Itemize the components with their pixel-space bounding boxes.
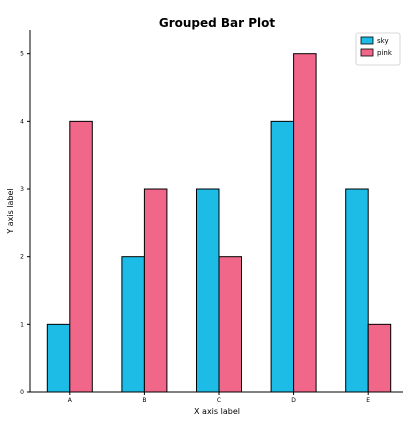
- bar-pink-E: [367, 323, 392, 393]
- bar-pink-B: [143, 188, 168, 393]
- chart-title: Grouped Bar Plot: [159, 16, 276, 30]
- legend-swatch-sky: [360, 36, 374, 45]
- bar-sky-C: [196, 188, 220, 393]
- bar-pink-A: [69, 120, 93, 393]
- legend-label-pink: pink: [377, 49, 393, 57]
- y-tick-label-0: 0: [20, 389, 24, 396]
- bar-sky-B: [121, 256, 145, 393]
- bar-sky-D: [270, 120, 295, 393]
- y-axis-label: Y axis label: [6, 188, 15, 234]
- legend: sky pink: [355, 32, 401, 66]
- y-tick-label-5: 5: [20, 51, 24, 58]
- y-tick-label-4: 4: [20, 118, 24, 125]
- bar-sky-A: [46, 323, 71, 393]
- x-axis-label: X axis label: [194, 407, 240, 416]
- x-tick-label-D: D: [291, 397, 296, 404]
- legend-label-sky: sky: [377, 37, 389, 45]
- legend-swatch-pink: [360, 48, 374, 57]
- plot-area: 0 1 2 3 4 5 A B C D E: [20, 51, 392, 404]
- x-tick-label-A: A: [68, 397, 73, 404]
- y-tick-label-2: 2: [20, 254, 24, 261]
- x-tick-label-E: E: [366, 397, 370, 404]
- y-tick-label-1: 1: [20, 321, 24, 328]
- x-tick-label-C: C: [217, 397, 221, 404]
- bar-pink-C: [218, 256, 242, 393]
- y-tick-label-3: 3: [20, 186, 24, 193]
- bar-pink-D: [293, 53, 317, 393]
- bar-sky-E: [345, 188, 369, 393]
- x-tick-label-B: B: [142, 397, 146, 404]
